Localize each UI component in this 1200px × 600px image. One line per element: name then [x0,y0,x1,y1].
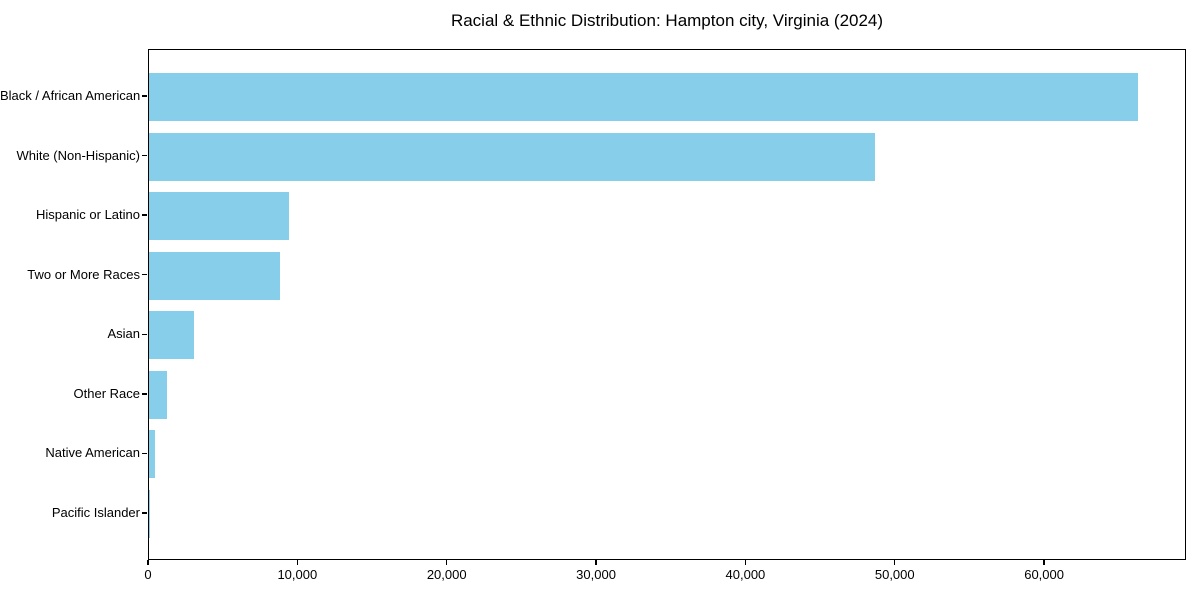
y-axis-label-asian: Asian [107,326,140,342]
bar-two-or-more-races [149,251,281,300]
x-axis-tick-label: 0 [144,567,152,582]
y-axis-label-other-race: Other Race [73,385,140,401]
x-axis-tick-label: 10,000 [277,567,318,582]
y-axis-label-two-or-more-races: Two or More Races [27,266,140,282]
y-axis-tick [142,154,147,157]
bar-other-race [149,370,167,419]
bar-black-african-american [149,73,1138,121]
x-axis-tick-label: 60,000 [1024,567,1064,582]
y-axis-label-white-non-hispanic: White (Non-Hispanic) [16,147,140,163]
bar-hispanic-or-latino [149,192,290,241]
x-axis-tick-label: 30,000 [576,567,616,582]
x-axis-tick-label: 40,000 [725,567,766,582]
x-axis-tick [894,560,896,565]
x-axis-tick [1043,560,1045,565]
y-axis-tick [142,274,147,276]
y-axis-label-native-american: Native American [45,445,140,461]
y-axis-tick [142,512,147,514]
bar-white-non-hispanic [149,132,875,181]
bar-asian [149,311,194,360]
y-axis-tick [142,333,147,335]
y-axis-tick [142,95,147,97]
x-axis-tick-label: 50,000 [874,567,915,582]
x-axis-tick-label: 20,000 [426,567,467,582]
y-axis-tick [142,393,147,395]
x-axis-tick [744,560,747,565]
y-axis-tick [142,452,147,455]
y-axis-label-black-african-american: Black / African American [0,88,141,103]
y-axis-tick [142,214,147,216]
x-axis-tick [446,560,448,565]
x-axis-tick [147,560,149,565]
y-axis-label-pacific-islander: Pacific Islander [51,505,140,520]
chart-title: Racial & Ethnic Distribution: Hampton ci… [450,11,884,30]
x-axis-tick [595,560,597,565]
y-axis-label-hispanic-or-latino: Hispanic or Latino [35,207,140,223]
bar-native-american [149,430,155,479]
x-axis-tick [296,560,299,565]
bar-pacific-islander [149,490,150,538]
plot-area [148,49,1186,560]
